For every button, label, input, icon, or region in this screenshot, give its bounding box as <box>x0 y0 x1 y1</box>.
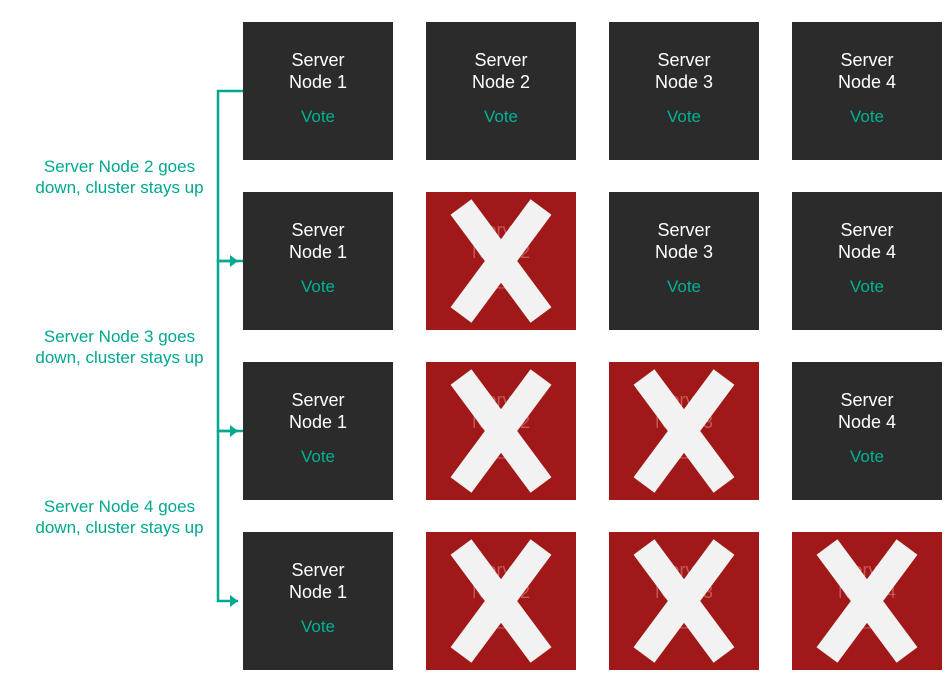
transition-label-1-line2: down, cluster stays up <box>35 178 203 197</box>
node-title-line: Node 1 <box>289 242 347 262</box>
node-title-line: Server <box>291 50 344 70</box>
node-title-line: Node 2 <box>472 412 530 432</box>
node-title-line: Server <box>840 50 893 70</box>
node-title: Server Node 2 <box>472 390 530 433</box>
node-vote: – <box>496 447 505 467</box>
transition-label-2-line1: Server Node 3 goes <box>44 327 195 346</box>
node-r3c1: Server Node 2 – <box>426 532 576 670</box>
node-vote: Vote <box>850 277 884 297</box>
node-r0c3: Server Node 4 Vote <box>792 22 942 160</box>
node-r1c1: Server Node 2 – <box>426 192 576 330</box>
transition-label-2: Server Node 3 goes down, cluster stays u… <box>22 326 217 369</box>
node-title-line: Node 4 <box>838 582 896 602</box>
node-title: Server Node 2 <box>472 50 530 93</box>
node-title: Server Node 4 <box>838 50 896 93</box>
node-title-line: Server <box>474 560 527 580</box>
node-title-line: Server <box>657 50 710 70</box>
node-vote: Vote <box>484 107 518 127</box>
node-title-line: Node 2 <box>472 72 530 92</box>
node-title: Server Node 1 <box>289 390 347 433</box>
node-title: Server Node 2 <box>472 560 530 603</box>
diagram-container: Server Node 2 goes down, cluster stays u… <box>0 0 945 687</box>
node-title-line: Server <box>474 220 527 240</box>
node-title-line: Server <box>657 220 710 240</box>
node-title-line: Node 2 <box>472 582 530 602</box>
node-title: Server Node 3 <box>655 50 713 93</box>
node-title: Server Node 4 <box>838 560 896 603</box>
node-r2c1: Server Node 2 – <box>426 362 576 500</box>
node-title: Server Node 3 <box>655 220 713 263</box>
node-r1c0: Server Node 1 Vote <box>243 192 393 330</box>
node-title-line: Server <box>291 220 344 240</box>
node-title: Server Node 1 <box>289 220 347 263</box>
transition-label-1: Server Node 2 goes down, cluster stays u… <box>22 156 217 199</box>
node-vote: – <box>496 277 505 297</box>
node-vote: – <box>862 617 871 637</box>
node-title: Server Node 1 <box>289 560 347 603</box>
transition-label-1-line1: Server Node 2 goes <box>44 157 195 176</box>
node-title-line: Server <box>291 560 344 580</box>
node-vote: – <box>679 617 688 637</box>
transition-label-2-line2: down, cluster stays up <box>35 348 203 367</box>
node-title-line: Node 3 <box>655 582 713 602</box>
node-r2c3: Server Node 4 Vote <box>792 362 942 500</box>
node-vote: Vote <box>301 617 335 637</box>
node-title-line: Server <box>291 390 344 410</box>
transition-label-3-line2: down, cluster stays up <box>35 518 203 537</box>
node-title-line: Server <box>840 390 893 410</box>
node-r3c0: Server Node 1 Vote <box>243 532 393 670</box>
node-vote: Vote <box>301 447 335 467</box>
node-vote: Vote <box>667 107 701 127</box>
node-r1c3: Server Node 4 Vote <box>792 192 942 330</box>
node-r0c0: Server Node 1 Vote <box>243 22 393 160</box>
node-title-line: Node 4 <box>838 72 896 92</box>
node-title-line: Node 4 <box>838 242 896 262</box>
node-title: Server Node 3 <box>655 390 713 433</box>
node-title: Server Node 4 <box>838 220 896 263</box>
node-vote: Vote <box>301 107 335 127</box>
node-r1c2: Server Node 3 Vote <box>609 192 759 330</box>
node-r3c3: Server Node 4 – <box>792 532 942 670</box>
node-vote: – <box>496 617 505 637</box>
node-grid: Server Node 1 Vote Server Node 2 Vote Se… <box>243 22 942 670</box>
node-vote: Vote <box>301 277 335 297</box>
node-title-line: Server <box>840 220 893 240</box>
node-title-line: Server <box>657 560 710 580</box>
node-vote: Vote <box>667 277 701 297</box>
node-title-line: Node 3 <box>655 412 713 432</box>
node-r0c2: Server Node 3 Vote <box>609 22 759 160</box>
node-title-line: Node 3 <box>655 72 713 92</box>
node-r2c2: Server Node 3 – <box>609 362 759 500</box>
node-title: Server Node 1 <box>289 50 347 93</box>
node-r0c1: Server Node 2 Vote <box>426 22 576 160</box>
node-vote: – <box>679 447 688 467</box>
node-vote: Vote <box>850 107 884 127</box>
transition-label-3: Server Node 4 goes down, cluster stays u… <box>22 496 217 539</box>
node-title: Server Node 2 <box>472 220 530 263</box>
transition-label-3-line1: Server Node 4 goes <box>44 497 195 516</box>
node-r2c0: Server Node 1 Vote <box>243 362 393 500</box>
node-title-line: Server <box>474 50 527 70</box>
node-title-line: Node 1 <box>289 412 347 432</box>
node-title-line: Server <box>474 390 527 410</box>
node-title-line: Node 4 <box>838 412 896 432</box>
node-title-line: Server <box>657 390 710 410</box>
node-r3c2: Server Node 3 – <box>609 532 759 670</box>
node-vote: Vote <box>850 447 884 467</box>
node-title: Server Node 4 <box>838 390 896 433</box>
node-title-line: Node 1 <box>289 582 347 602</box>
node-title: Server Node 3 <box>655 560 713 603</box>
node-title-line: Node 3 <box>655 242 713 262</box>
node-title-line: Server <box>840 560 893 580</box>
node-title-line: Node 1 <box>289 72 347 92</box>
node-title-line: Node 2 <box>472 242 530 262</box>
